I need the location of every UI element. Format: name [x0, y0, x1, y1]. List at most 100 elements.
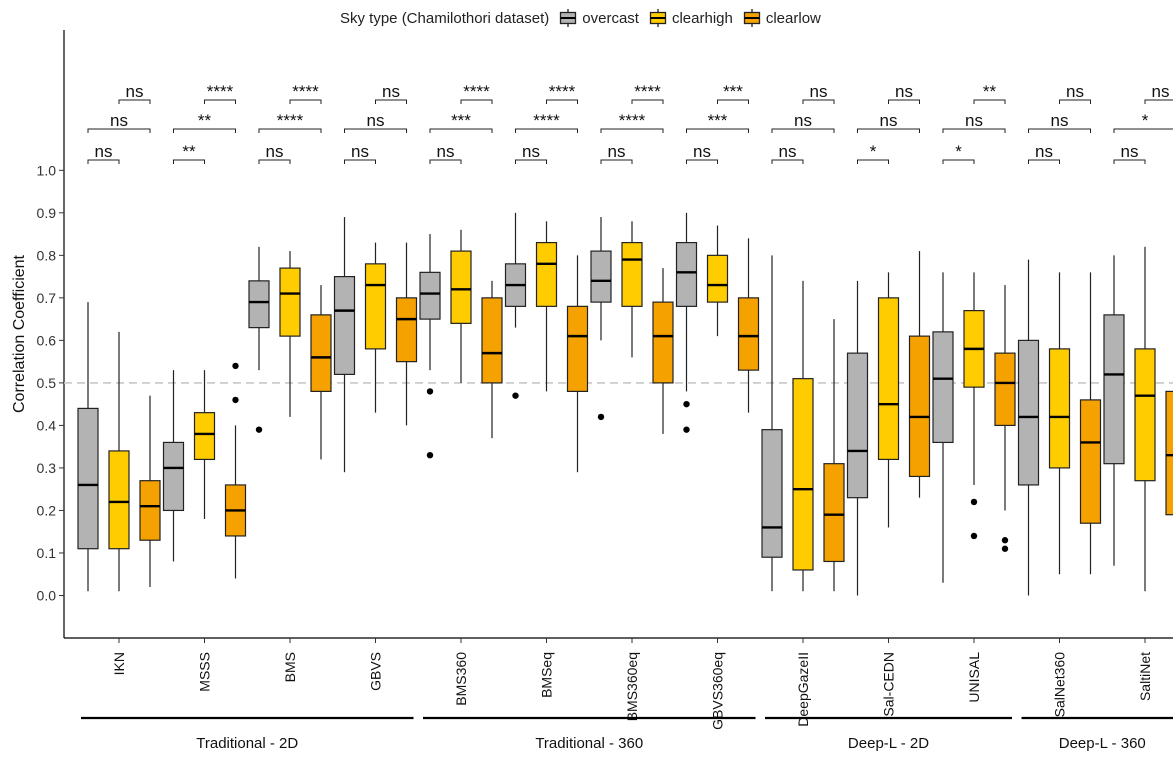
significance-label: ns: [110, 111, 128, 130]
significance-label: ns: [880, 111, 898, 130]
significance-label: ns: [95, 142, 113, 161]
significance-label: ****: [533, 111, 560, 130]
box-clearhigh: [1050, 349, 1070, 468]
y-tick-label: 0.4: [37, 417, 57, 433]
significance-label: ***: [723, 82, 743, 101]
outlier-point: [427, 452, 433, 458]
significance-label: ns: [522, 142, 540, 161]
outlier-point: [512, 392, 518, 398]
significance-label: ns: [1066, 82, 1084, 101]
significance-label: ns: [810, 82, 828, 101]
box-clearhigh: [708, 255, 728, 302]
box-overcast: [78, 408, 98, 548]
significance-label: ****: [463, 82, 490, 101]
y-tick-label: 0.1: [37, 545, 57, 561]
box-clearhigh: [366, 264, 386, 349]
x-tick-label: MSSS: [197, 652, 213, 692]
significance-label: ns: [1051, 111, 1069, 130]
outlier-point: [232, 397, 238, 403]
x-tick-label: SalNet360: [1052, 652, 1068, 718]
significance-label: ns: [608, 142, 626, 161]
box-clearhigh: [537, 243, 557, 307]
box-clearhigh: [879, 298, 899, 460]
x-tick-label: SaltiNet: [1137, 652, 1153, 701]
y-tick-label: 0.7: [37, 290, 57, 306]
significance-label: ns: [794, 111, 812, 130]
significance-label: ****: [292, 82, 319, 101]
box-overcast: [420, 272, 440, 319]
outlier-point: [683, 401, 689, 407]
x-tick-label: IKN: [111, 652, 127, 675]
x-tick-label: Sal-CEDN: [881, 652, 897, 717]
box-clearlow: [653, 302, 673, 383]
y-tick-label: 0.8: [37, 247, 57, 263]
significance-label: ns: [437, 142, 455, 161]
box-clearhigh: [622, 243, 642, 307]
significance-label: ns: [367, 111, 385, 130]
y-tick-label: 0.6: [37, 332, 57, 348]
y-tick-label: 1.0: [37, 162, 57, 178]
outlier-point: [232, 363, 238, 369]
significance-label: ns: [1152, 82, 1170, 101]
significance-label: ns: [351, 142, 369, 161]
outlier-point: [971, 499, 977, 505]
y-tick-label: 0.2: [37, 502, 57, 518]
box-clearlow: [824, 464, 844, 562]
box-clearlow: [1081, 400, 1101, 523]
significance-label: ****: [549, 82, 576, 101]
box-overcast: [848, 353, 868, 498]
x-tick-label: BMS: [282, 652, 298, 682]
outlier-point: [683, 426, 689, 432]
outlier-point: [1002, 546, 1008, 552]
box-clearhigh: [109, 451, 129, 549]
y-tick-label: 0.3: [37, 460, 57, 476]
group-label: Traditional - 2D: [196, 735, 298, 752]
significance-label: **: [182, 142, 196, 161]
box-overcast: [1104, 315, 1124, 464]
y-axis-title: Correlation Coefficient: [11, 254, 28, 413]
outlier-point: [256, 426, 262, 432]
box-overcast: [591, 251, 611, 302]
outlier-point: [1002, 537, 1008, 543]
box-clearhigh: [1135, 349, 1155, 481]
significance-label: ns: [382, 82, 400, 101]
significance-label: ns: [693, 142, 711, 161]
x-tick-label: GBVS: [368, 652, 384, 691]
significance-label: **: [983, 82, 997, 101]
x-tick-label: BMS360: [453, 652, 469, 706]
significance-label: ****: [207, 82, 234, 101]
box-clearhigh: [793, 379, 813, 570]
box-overcast: [933, 332, 953, 443]
box-clearlow: [568, 306, 588, 391]
y-tick-label: 0.5: [37, 375, 57, 391]
box-clearlow: [397, 298, 417, 362]
box-overcast: [1019, 340, 1039, 485]
x-tick-label: BMSeq: [539, 652, 555, 698]
box-clearlow: [910, 336, 930, 476]
group-label: Traditional - 360: [535, 735, 643, 752]
outlier-point: [971, 533, 977, 539]
box-clearlow: [739, 298, 759, 370]
significance-label: ****: [619, 111, 646, 130]
box-clearlow: [482, 298, 502, 383]
box-overcast: [762, 430, 782, 558]
significance-label: ns: [266, 142, 284, 161]
box-clearhigh: [195, 413, 215, 460]
outlier-point: [598, 414, 604, 420]
significance-label: ***: [451, 111, 471, 130]
significance-label: *: [870, 142, 877, 161]
x-tick-label: UNISAL: [966, 652, 982, 703]
significance-label: ns: [126, 82, 144, 101]
significance-label: ns: [895, 82, 913, 101]
significance-label: ns: [779, 142, 797, 161]
box-overcast: [249, 281, 269, 328]
significance-label: ****: [634, 82, 661, 101]
significance-label: ns: [965, 111, 983, 130]
y-tick-label: 0.9: [37, 205, 57, 221]
significance-label: *: [1142, 111, 1149, 130]
significance-label: ns: [1035, 142, 1053, 161]
box-overcast: [164, 442, 184, 510]
box-clearhigh: [451, 251, 471, 323]
significance-label: **: [198, 111, 212, 130]
